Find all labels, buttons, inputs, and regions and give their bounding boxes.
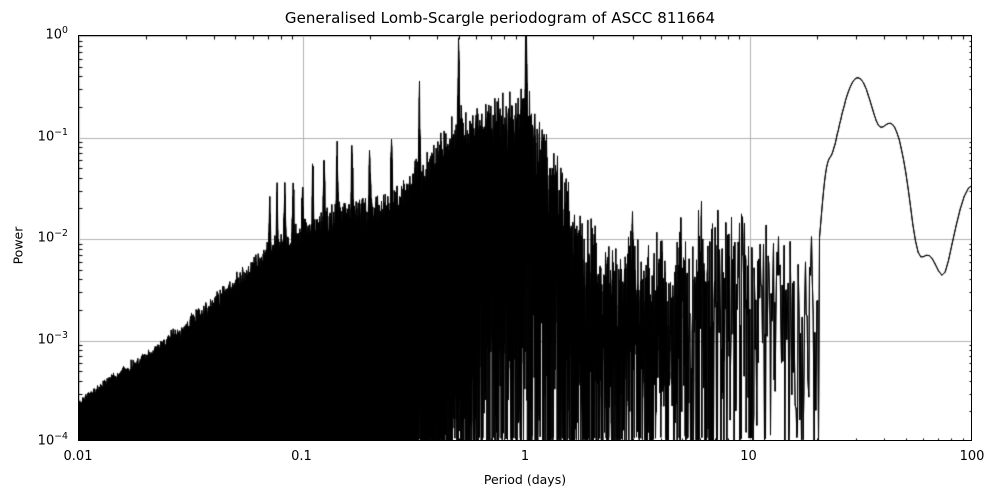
x-tick-label: 100 <box>959 449 985 464</box>
x-tick-label: 10 <box>740 449 757 464</box>
x-axis-label: Period (days) <box>483 472 567 487</box>
plot-area <box>78 35 972 441</box>
x-tick-label: 0.1 <box>291 449 312 464</box>
y-axis-tick-labels: 10−4 10−3 10−2 10−1 100 <box>0 0 68 500</box>
y-tick-label: 10−1 <box>37 126 68 144</box>
chart-title: Generalised Lomb-Scargle periodogram of … <box>284 9 716 27</box>
x-tick-label: 0.01 <box>63 449 93 464</box>
y-tick-label: 10−4 <box>37 431 68 449</box>
y-tick-label: 100 <box>45 25 69 43</box>
y-axis-label: Power <box>10 226 26 265</box>
periodogram-plot <box>79 36 971 440</box>
y-tick-label: 10−2 <box>37 228 68 246</box>
x-tick-label: 1 <box>520 449 530 464</box>
y-tick-label: 10−3 <box>37 329 68 347</box>
